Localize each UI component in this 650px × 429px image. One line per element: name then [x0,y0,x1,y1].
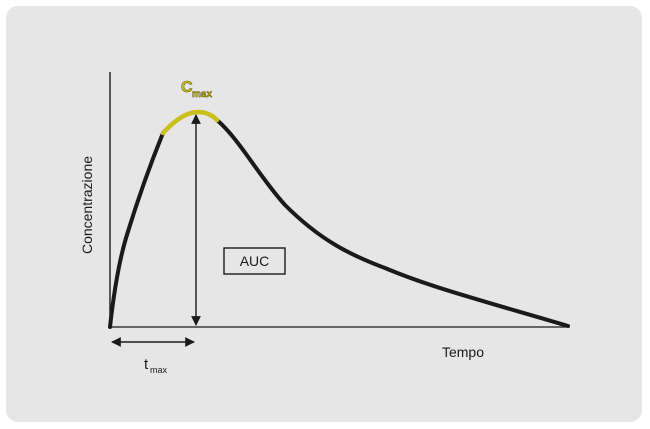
tmax-subscript: max [150,365,168,375]
concentration-curve [108,110,570,329]
x-axis-label: Tempo [442,344,484,360]
auc-label: AUC [240,253,270,269]
tmax-label: t [144,356,149,373]
cmax-label: C [181,79,193,96]
auc-box [223,247,286,275]
cmax-peak-highlight [160,109,220,136]
diagram-panel [6,6,642,422]
cmax-subscript: max [192,89,212,100]
y-axis-label: Concentrazione [79,156,95,254]
